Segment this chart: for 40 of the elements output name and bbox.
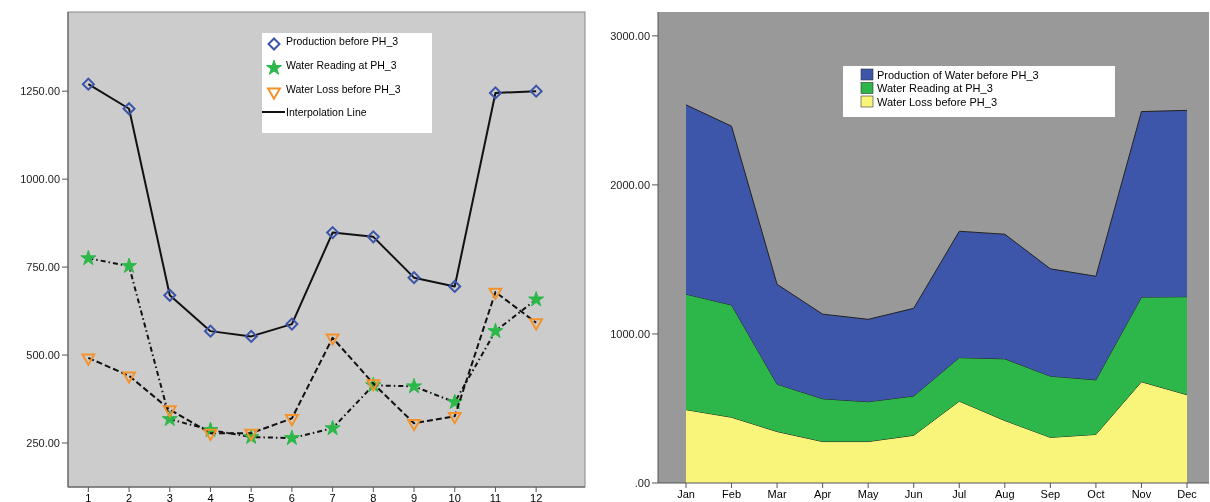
x-tick-label: 9 [410, 492, 418, 502]
x-tick-label: Aug [995, 488, 1015, 500]
x-tick-label: Apr [814, 488, 832, 500]
legend-label: Water Reading at PH_3 [877, 82, 993, 95]
x-tick-label: May [857, 488, 880, 500]
x-tick-label: 6 [288, 492, 295, 502]
x-tick-label: Dec [1177, 488, 1198, 500]
x-tick-label: 7 [329, 492, 336, 502]
y-tick-label: 750.00 [26, 260, 60, 273]
x-tick-label: 1 [85, 492, 92, 502]
x-tick-label: Jan [677, 488, 695, 500]
x-tick-label: Mar [767, 488, 787, 500]
x-tick-label: Jul [952, 488, 967, 500]
y-tick-label: 3000.00 [610, 29, 650, 42]
y-tick-label: 1250.00 [20, 85, 60, 98]
x-tick-label: Jun [904, 488, 923, 500]
y-tick-label: 2000.00 [610, 178, 650, 191]
x-tick-label: Oct [1087, 488, 1105, 500]
x-tick-label: 12 [530, 492, 543, 502]
x-tick-label: Sep [1040, 488, 1061, 500]
x-tick-label: 10 [448, 492, 461, 502]
legend-label: Water Loss before PH_3 [877, 95, 998, 108]
y-tick-label: 1000.00 [20, 172, 60, 185]
x-tick-label: 3 [166, 492, 173, 502]
x-tick-label: Feb [722, 488, 742, 500]
legend-label: Water Loss before PH_3 [286, 83, 401, 96]
y-tick-label: .00 [634, 476, 650, 489]
annotation: Interpolation Line [286, 105, 367, 118]
legend-label: Water Reading at PH_3 [286, 59, 397, 72]
x-tick-label: Nov [1131, 488, 1152, 500]
legend-label: Production before PH_3 [286, 35, 399, 48]
x-tick-label: 8 [370, 492, 377, 502]
y-tick-label: 1000.00 [610, 327, 650, 340]
y-tick-label: 250.00 [26, 436, 60, 449]
y-tick-label: 500.00 [26, 348, 60, 361]
x-tick-label: 5 [248, 492, 255, 502]
x-tick-label: 11 [489, 492, 502, 502]
legend-label: Production of Water before PH_3 [877, 68, 1039, 81]
x-tick-label: 4 [207, 492, 214, 502]
x-tick-label: 2 [126, 492, 133, 502]
